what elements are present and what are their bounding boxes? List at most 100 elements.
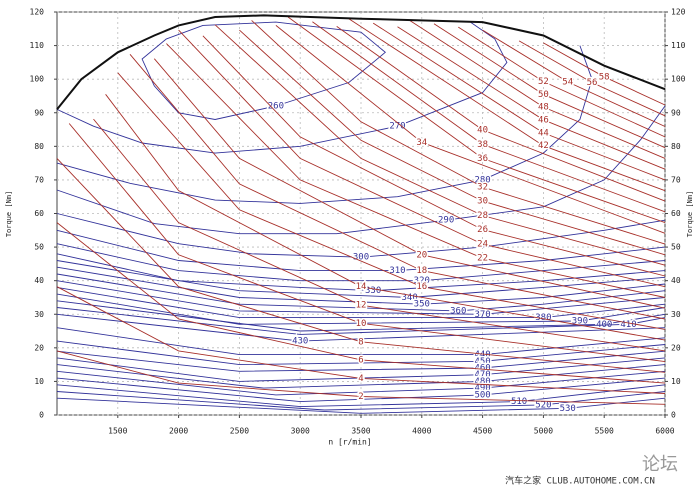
contour-line <box>153 58 666 309</box>
contour-line <box>372 22 666 181</box>
contour-label: 30 <box>477 197 488 207</box>
x-tick-label: 4500 <box>473 427 492 436</box>
contour-label: 16 <box>416 282 427 292</box>
y-tick-label: 90 <box>34 108 44 117</box>
contour-line <box>56 280 666 315</box>
y-axis-label: Torque [Nm] <box>5 191 13 237</box>
contour-label: 260 <box>268 102 284 112</box>
contour-line <box>56 340 666 366</box>
x-tick-label: 1500 <box>108 427 127 436</box>
contour-line <box>239 29 666 256</box>
contour-label: 22 <box>477 254 488 264</box>
contour-label: 4 <box>358 374 363 384</box>
contour-label: 500 <box>474 390 490 400</box>
contour-line <box>56 350 666 372</box>
contour-label: 6 <box>358 355 363 365</box>
contour-label: 32 <box>477 182 488 192</box>
contour-label: 300 <box>353 253 369 263</box>
y-tick-label: 20 <box>34 343 44 352</box>
contour-label: 450 <box>474 357 490 367</box>
contour-label: 56 <box>587 78 598 88</box>
y-tick-label: 110 <box>30 41 45 50</box>
x-tick-label: 4000 <box>412 427 431 436</box>
contour-label: 18 <box>416 266 427 276</box>
contour-line <box>56 253 666 292</box>
contour-line <box>312 21 666 213</box>
x-tick-label: 3500 <box>351 427 370 436</box>
x-tick-label: 2000 <box>169 427 188 436</box>
y-tick-label: 0 <box>39 411 44 420</box>
x-tick-label: 6000 <box>655 427 674 436</box>
contour-line <box>56 266 666 305</box>
contour-line <box>56 286 666 319</box>
contour-label: 440 <box>474 350 490 360</box>
y-tick-label: 100 <box>30 75 45 84</box>
contour-line <box>93 118 666 352</box>
contour-label: 36 <box>477 154 488 164</box>
contour-label: 14 <box>356 282 367 292</box>
contour-line <box>56 370 666 396</box>
contour-line <box>214 24 666 266</box>
y-tick-label-right: 120 <box>671 8 686 17</box>
contour-line <box>458 26 666 138</box>
contour-line <box>56 105 666 235</box>
contour-label: 52 <box>538 77 549 87</box>
x-axis-label: n [r/min] <box>328 438 371 447</box>
contour-label: 410 <box>620 320 636 330</box>
contour-label: 50 <box>538 90 549 100</box>
contour-line <box>56 300 666 332</box>
contour-label: 2 <box>358 392 363 402</box>
contour-label: 270 <box>389 122 405 132</box>
contour-label: 24 <box>477 240 488 250</box>
contour-label: 46 <box>538 115 549 125</box>
contour-label: 290 <box>438 216 454 226</box>
y-tick-label-right: 60 <box>671 209 681 218</box>
contour-label: 490 <box>474 384 490 394</box>
contour-line <box>482 29 666 127</box>
y-tick-label-right: 100 <box>671 75 686 84</box>
full-load-curve <box>56 14 666 111</box>
watermark-forum: 论坛 <box>642 454 678 475</box>
contour-label: 480 <box>474 377 490 387</box>
contour-label: 42 <box>538 141 549 151</box>
contour-label: 58 <box>599 72 610 82</box>
contour-line <box>129 54 666 320</box>
contour-label: 48 <box>538 103 549 113</box>
x-tick-label: 5000 <box>534 427 553 436</box>
y-tick-label: 80 <box>34 142 44 151</box>
contour-label: 280 <box>474 175 490 185</box>
y-tick-label-right: 20 <box>671 343 681 352</box>
contour-line <box>56 307 666 335</box>
y-tick-label: 10 <box>34 377 44 386</box>
contour-line <box>56 273 666 312</box>
contour-line <box>56 377 666 403</box>
contour-label: 530 <box>560 404 576 414</box>
y-tick-label-right: 90 <box>671 108 681 117</box>
contour-label: 350 <box>414 300 430 310</box>
contour-label: 38 <box>477 140 488 150</box>
contour-label: 360 <box>450 306 466 316</box>
x-tick-label: 2500 <box>230 427 249 436</box>
y-tick-label-right: 80 <box>671 142 681 151</box>
contour-line <box>56 293 666 325</box>
contour-line <box>56 213 666 258</box>
contour-line <box>56 45 593 204</box>
x-tick-label: 5500 <box>595 427 614 436</box>
contour-line <box>336 26 666 202</box>
contour-label: 310 <box>389 266 405 276</box>
contour-label: 28 <box>477 211 488 221</box>
contour-line <box>287 16 666 224</box>
y-tick-label: 40 <box>34 276 44 285</box>
contour-line <box>68 123 666 363</box>
y-tick-label: 120 <box>30 8 45 17</box>
contour-label: 10 <box>356 319 367 329</box>
contour-line <box>56 286 666 394</box>
contour-line <box>56 350 666 405</box>
contour-line <box>56 384 666 408</box>
contour-line <box>56 364 666 389</box>
contour-label: 34 <box>416 138 427 148</box>
y-tick-label-right: 10 <box>671 377 681 386</box>
y-tick-label: 50 <box>34 243 44 252</box>
contour-line <box>56 222 666 384</box>
